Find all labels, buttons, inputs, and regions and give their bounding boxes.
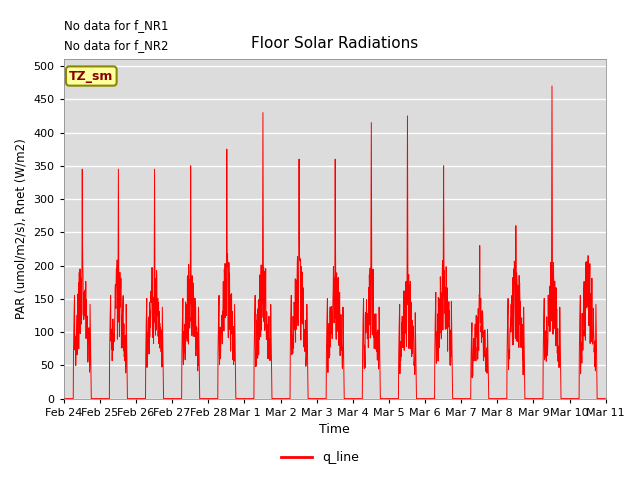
X-axis label: Time: Time	[319, 423, 350, 436]
Text: No data for f_NR2: No data for f_NR2	[64, 39, 168, 52]
Legend: q_line: q_line	[276, 446, 364, 469]
Text: No data for f_NR1: No data for f_NR1	[64, 19, 168, 32]
Y-axis label: PAR (umol/m2/s), Rnet (W/m2): PAR (umol/m2/s), Rnet (W/m2)	[15, 139, 28, 319]
Title: Floor Solar Radiations: Floor Solar Radiations	[251, 36, 419, 51]
Text: TZ_sm: TZ_sm	[69, 70, 113, 83]
